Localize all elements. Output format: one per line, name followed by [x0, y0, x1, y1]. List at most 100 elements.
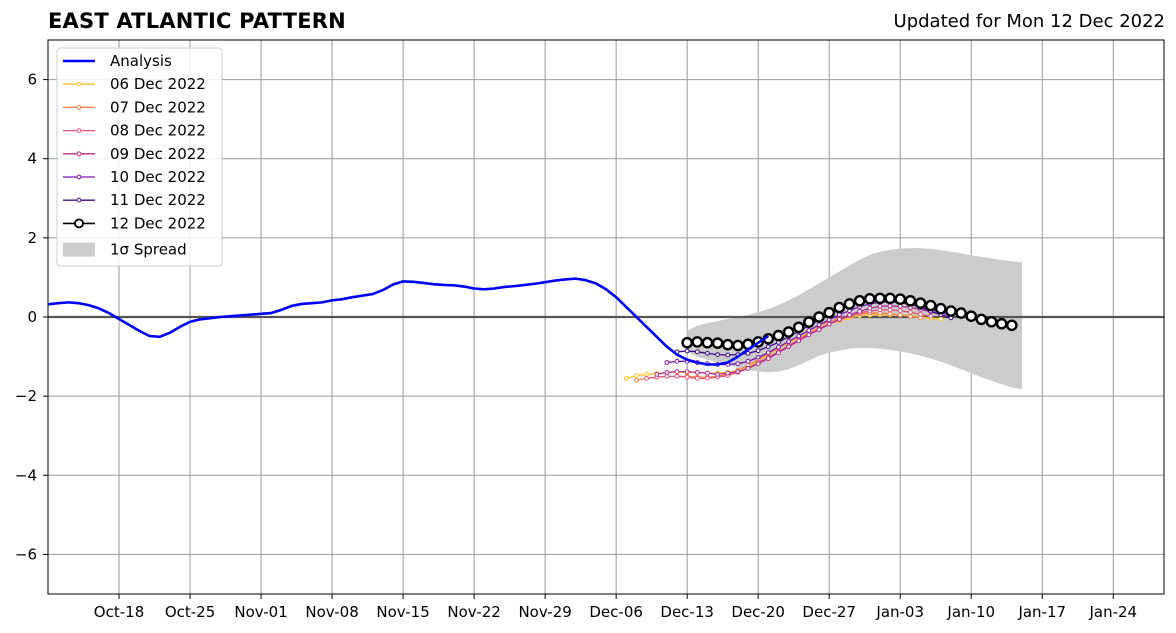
data-point: [826, 321, 832, 327]
x-tick-label: Nov-15: [376, 603, 429, 621]
analysis-series: [47, 277, 770, 366]
data-point: [786, 344, 792, 350]
data-point: [705, 370, 710, 376]
legend-swatch: [63, 242, 95, 257]
data-point: [907, 314, 913, 320]
data-point: [674, 373, 680, 379]
data-point: [735, 361, 741, 367]
data-point: [806, 332, 812, 338]
data-point: [694, 370, 700, 375]
data-point: [843, 298, 856, 310]
data-point: [644, 375, 649, 381]
data-point: [691, 336, 704, 348]
chart-title: EAST ATLANTIC PATTERN: [48, 9, 346, 33]
data-point: [782, 326, 795, 338]
data-point: [705, 351, 710, 356]
data-point: [867, 305, 873, 311]
data-point: [684, 348, 690, 354]
legend-label: 07 Dec 2022: [110, 98, 206, 116]
data-point: [732, 339, 744, 352]
data-point: [776, 344, 781, 350]
data-point: [945, 305, 957, 317]
legend-box: [56, 47, 223, 267]
x-tick-label: Nov-01: [234, 603, 287, 621]
legend-label: 12 Dec 2022: [110, 214, 206, 232]
data-point: [664, 373, 670, 379]
y-tick-label: −4: [15, 466, 37, 484]
data-point: [745, 366, 751, 371]
data-point: [874, 292, 886, 305]
legend-marker: [76, 128, 82, 134]
x-tick-label: Dec-13: [660, 603, 714, 621]
data-point: [674, 358, 680, 364]
legend-item: 10 Dec 2022: [63, 168, 206, 186]
data-point: [857, 309, 863, 314]
legend-label: Analysis: [110, 52, 172, 70]
y-tick-label: −6: [15, 545, 37, 563]
y-tick-label: −2: [15, 387, 37, 405]
x-tick-label: Jan-17: [1017, 603, 1066, 621]
legend-label: 1σ Spread: [110, 241, 187, 259]
legend-item: 11 Dec 2022: [63, 191, 206, 209]
data-point: [634, 373, 639, 378]
legend-label: 08 Dec 2022: [110, 122, 206, 140]
data-point: [674, 369, 680, 375]
legend-marker: [76, 151, 82, 157]
data-point: [887, 311, 893, 317]
data-point: [1006, 319, 1018, 332]
legend-marker: [76, 197, 82, 203]
legend-marker: [74, 218, 84, 229]
data-point: [664, 370, 670, 375]
y-tick-label: 2: [27, 229, 37, 247]
data-point: [914, 297, 927, 309]
data-point: [816, 327, 822, 333]
data-point: [725, 370, 731, 376]
legend-item: 07 Dec 2022: [63, 98, 206, 116]
data-point: [644, 371, 649, 377]
legend-label: 09 Dec 2022: [110, 145, 206, 163]
x-tick-label: Jan-10: [946, 603, 995, 621]
data-point: [701, 336, 714, 349]
data-point: [715, 352, 720, 357]
data-point: [786, 339, 792, 344]
data-point: [684, 374, 690, 380]
data-point: [907, 309, 913, 315]
data-point: [995, 317, 1008, 330]
data-point: [887, 303, 893, 309]
legend-marker: [76, 105, 82, 110]
data-point: [918, 311, 923, 317]
legend-item: 1σ Spread: [63, 241, 187, 259]
chart-subtitle: Updated for Mon 12 Dec 2022: [893, 11, 1165, 32]
data-point: [765, 344, 771, 350]
data-point: [806, 328, 812, 333]
data-point: [975, 313, 988, 326]
data-point: [755, 354, 761, 360]
data-point: [935, 302, 947, 315]
data-point: [755, 361, 761, 367]
legend-marker: [76, 174, 82, 180]
data-point: [796, 333, 802, 339]
data-point: [765, 356, 771, 361]
data-point: [938, 316, 944, 322]
x-tick-label: Dec-06: [589, 603, 643, 621]
forecast-series: [623, 292, 1018, 383]
axis-ticks: Oct-18 Oct-25 Nov-01 Nov-08 Nov-15 Nov-22 Nov-…: [15, 71, 1137, 621]
analysis-line: [47, 277, 770, 366]
data-point: [803, 316, 815, 328]
y-tick-label: 6: [27, 71, 37, 89]
data-point: [897, 308, 903, 314]
data-point: [694, 349, 700, 355]
data-point: [904, 294, 917, 307]
x-tick-label: Oct-25: [165, 603, 215, 621]
data-point: [877, 303, 883, 309]
data-point: [897, 312, 903, 318]
data-point: [715, 371, 720, 377]
x-tick-label: Nov-22: [447, 603, 500, 621]
legend-label: 10 Dec 2022: [110, 168, 206, 186]
data-point: [745, 358, 751, 364]
data-point: [955, 307, 967, 319]
data-point: [813, 311, 825, 323]
data-point: [772, 329, 785, 342]
data-point: [853, 294, 866, 307]
data-point: [796, 338, 802, 344]
